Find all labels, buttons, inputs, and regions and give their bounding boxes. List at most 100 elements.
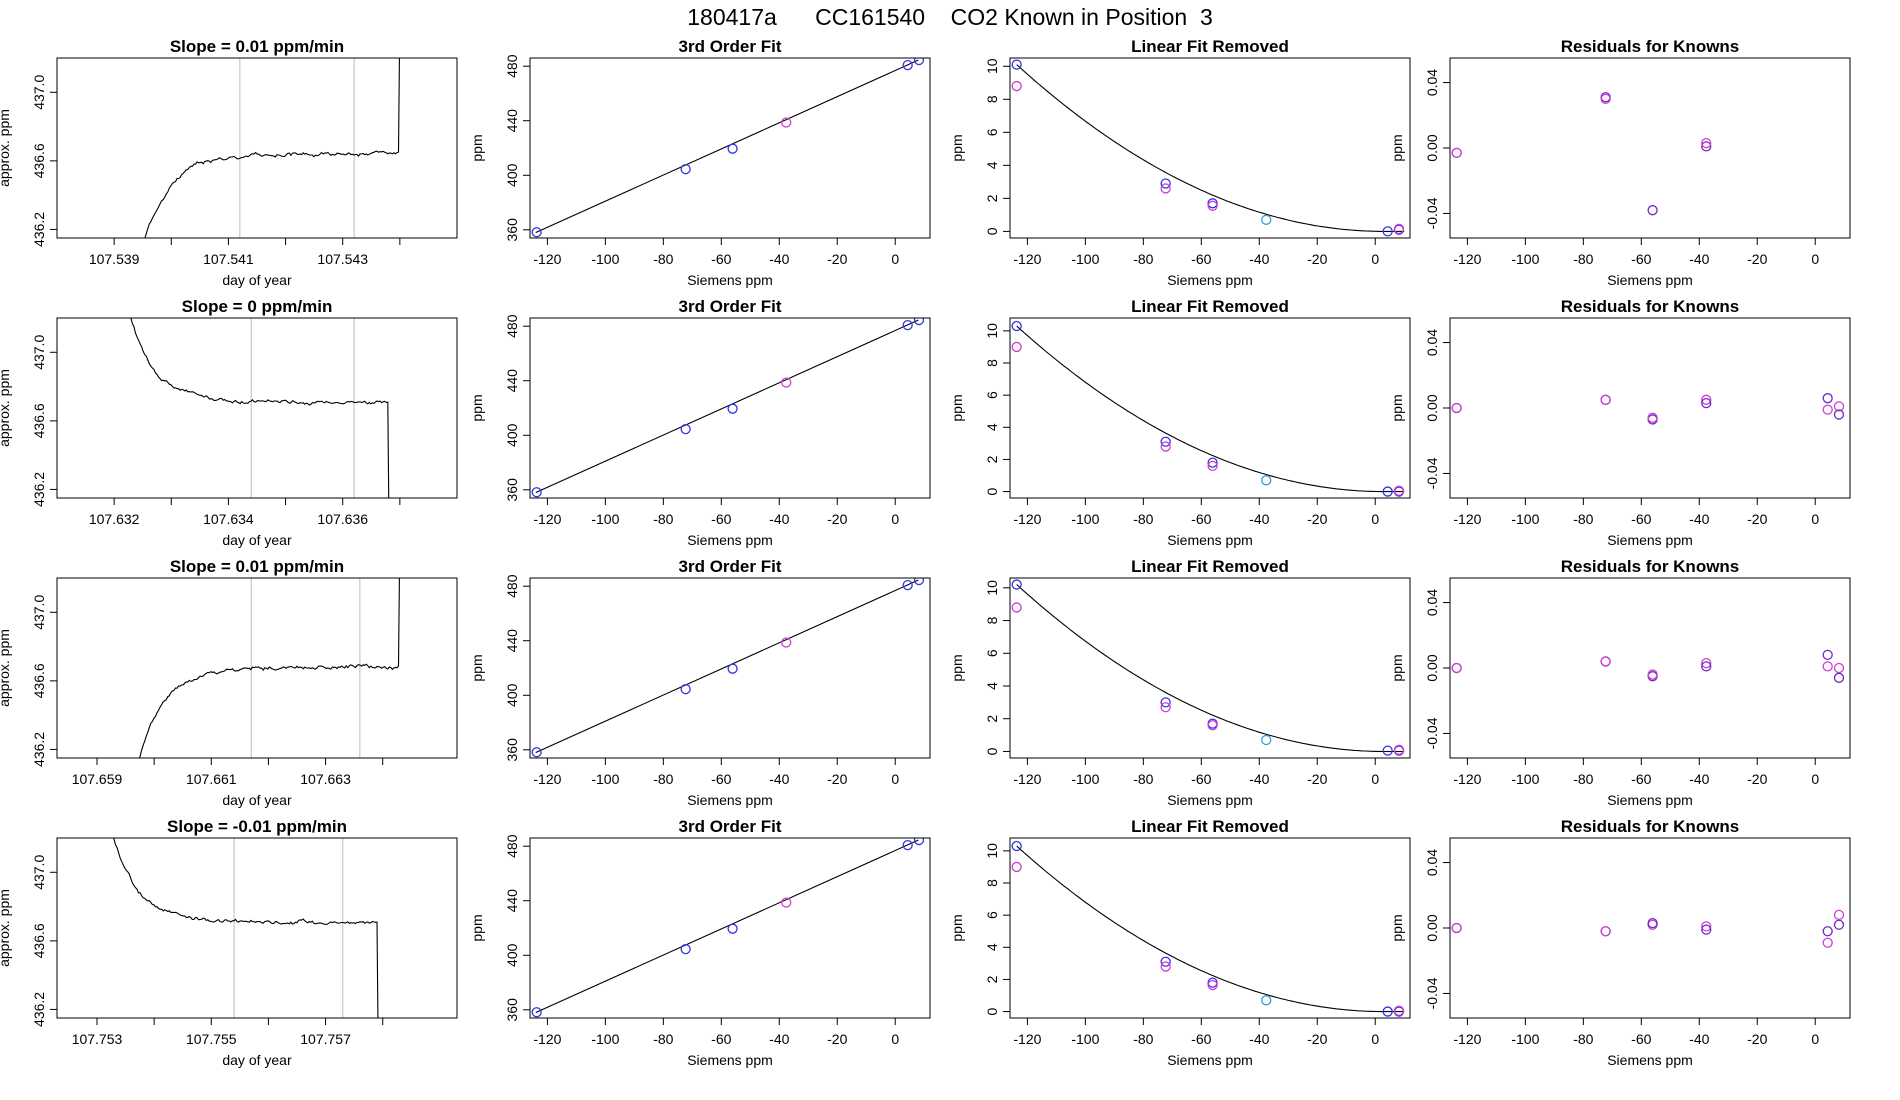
x-tick-label: -80 [1573,1031,1593,1047]
plot-frame [56,317,458,499]
panel-3-1: 3rd Order Fit Siemens ppm ppm -120 -100 -80 -6… [469,817,931,1068]
plot-area [531,838,925,1018]
x-tick-label: 107.663 [300,771,351,787]
x-tick-label: -100 [591,1031,619,1047]
panel-2-1: 3rd Order Fit Siemens ppm ppm -120 -100 -80 -6… [469,557,931,808]
x-tick-label: -80 [1573,771,1593,787]
x-axis-label: Siemens ppm [687,272,773,288]
y-tick-label: 480 [504,314,520,338]
chart-title: Linear Fit Removed [1131,297,1289,316]
y-axis-label: ppm [469,134,485,161]
y-tick-label: 8 [984,879,1000,887]
data-point [1160,702,1171,713]
plot-area [139,578,400,758]
y-tick-label: 6 [984,128,1000,136]
x-tick-label: 107.632 [89,511,140,527]
chart-title: Residuals for Knowns [1561,297,1740,316]
y-axis-label: approx. ppm [0,369,12,447]
data-point [1833,672,1845,683]
y-tick-label: 400 [504,163,520,187]
x-tick-label: 0 [1811,771,1819,787]
x-tick-label: 0 [1371,511,1379,527]
data-point [1393,1005,1405,1016]
y-tick-label: 0.00 [1424,654,1440,681]
data-point [1261,734,1272,746]
chart-title: 3rd Order Fit [679,297,782,316]
x-tick-label: -100 [591,251,619,267]
x-tick-label: -20 [827,511,847,527]
data-point [1160,961,1171,972]
data-point [1207,460,1218,472]
panel-1-1: 3rd Order Fit Siemens ppm ppm -120 -100 -80 -6… [469,297,931,548]
data-point [1822,926,1833,937]
x-tick-label: -20 [1307,771,1327,787]
x-tick-label: -100 [1071,251,1099,267]
data-point [1701,397,1712,409]
x-tick-label: -80 [1573,511,1593,527]
x-tick-label: -80 [1573,251,1593,267]
x-axis-label: Siemens ppm [687,1052,773,1068]
x-tick-label: 0 [1371,251,1379,267]
data-point [1833,909,1845,921]
x-tick-label: -20 [1747,511,1767,527]
x-tick-label: -40 [769,1031,789,1047]
x-axis-label: Siemens ppm [1167,792,1253,808]
panel-1-2: Linear Fit Removed Siemens ppm ppm -120 -100… [949,297,1411,548]
y-axis-label: ppm [469,914,485,941]
x-axis-label: Siemens ppm [1607,532,1693,548]
chart-title: Slope = 0.01 ppm/min [170,37,344,56]
y-tick-label: 440 [504,109,520,133]
plot-frame [1449,317,1851,499]
x-tick-label: 107.634 [203,511,254,527]
chart-title: Residuals for Knowns [1561,557,1740,576]
panel-3-0: Slope = -0.01 ppm/min day of year approx. … [0,817,458,1068]
fit-curve [1016,64,1405,232]
data-point [1822,393,1833,404]
y-tick-label: -0.04 [1424,457,1440,489]
x-tick-label: -20 [1307,511,1327,527]
x-axis-label: Siemens ppm [1607,272,1693,288]
x-tick-label: -60 [711,1031,731,1047]
y-tick-label: 0 [984,487,1000,495]
x-tick-label: -60 [1631,1031,1651,1047]
plot-frame [529,57,931,239]
data-point [1261,214,1272,225]
x-tick-label: 0 [891,1031,899,1047]
x-tick-label: -40 [1249,771,1269,787]
plot-area [1011,840,1405,1017]
data-point [1160,436,1171,447]
x-tick-label: -120 [1013,1031,1041,1047]
data-point [1701,657,1712,669]
y-tick-label: 8 [984,359,1000,367]
y-axis-label: approx. ppm [0,629,12,707]
x-tick-label: 0 [891,511,899,527]
data-point [1160,178,1171,189]
plot-area [1451,393,1845,425]
data-point [680,163,691,175]
data-point [1822,661,1833,672]
chart-title: Slope = 0 ppm/min [182,297,333,316]
x-tick-label: -100 [1071,511,1099,527]
y-tick-label: 6 [984,391,1000,399]
y-tick-label: 0.04 [1424,849,1440,876]
y-tick-label: 436.6 [31,923,47,958]
data-point [1833,401,1845,412]
plot-frame [56,837,458,1019]
y-tick-label: 436.2 [31,212,47,247]
data-point [1011,80,1022,92]
data-point [1393,744,1405,755]
y-tick-label: 0.04 [1424,69,1440,96]
x-tick-label: -120 [1013,511,1041,527]
y-tick-label: 480 [504,54,520,78]
data-point [1647,669,1658,680]
x-axis-label: day of year [222,532,292,548]
fit-line [535,59,919,234]
data-point [680,943,691,955]
plot-frame [1449,577,1851,759]
y-tick-label: 0.00 [1424,134,1440,161]
data-point [727,143,738,154]
x-tick-label: -40 [769,771,789,787]
y-tick-label: 4 [984,943,1000,951]
panel-0-1: 3rd Order Fit Siemens ppm ppm -120 -100 -80 -6… [469,37,931,288]
